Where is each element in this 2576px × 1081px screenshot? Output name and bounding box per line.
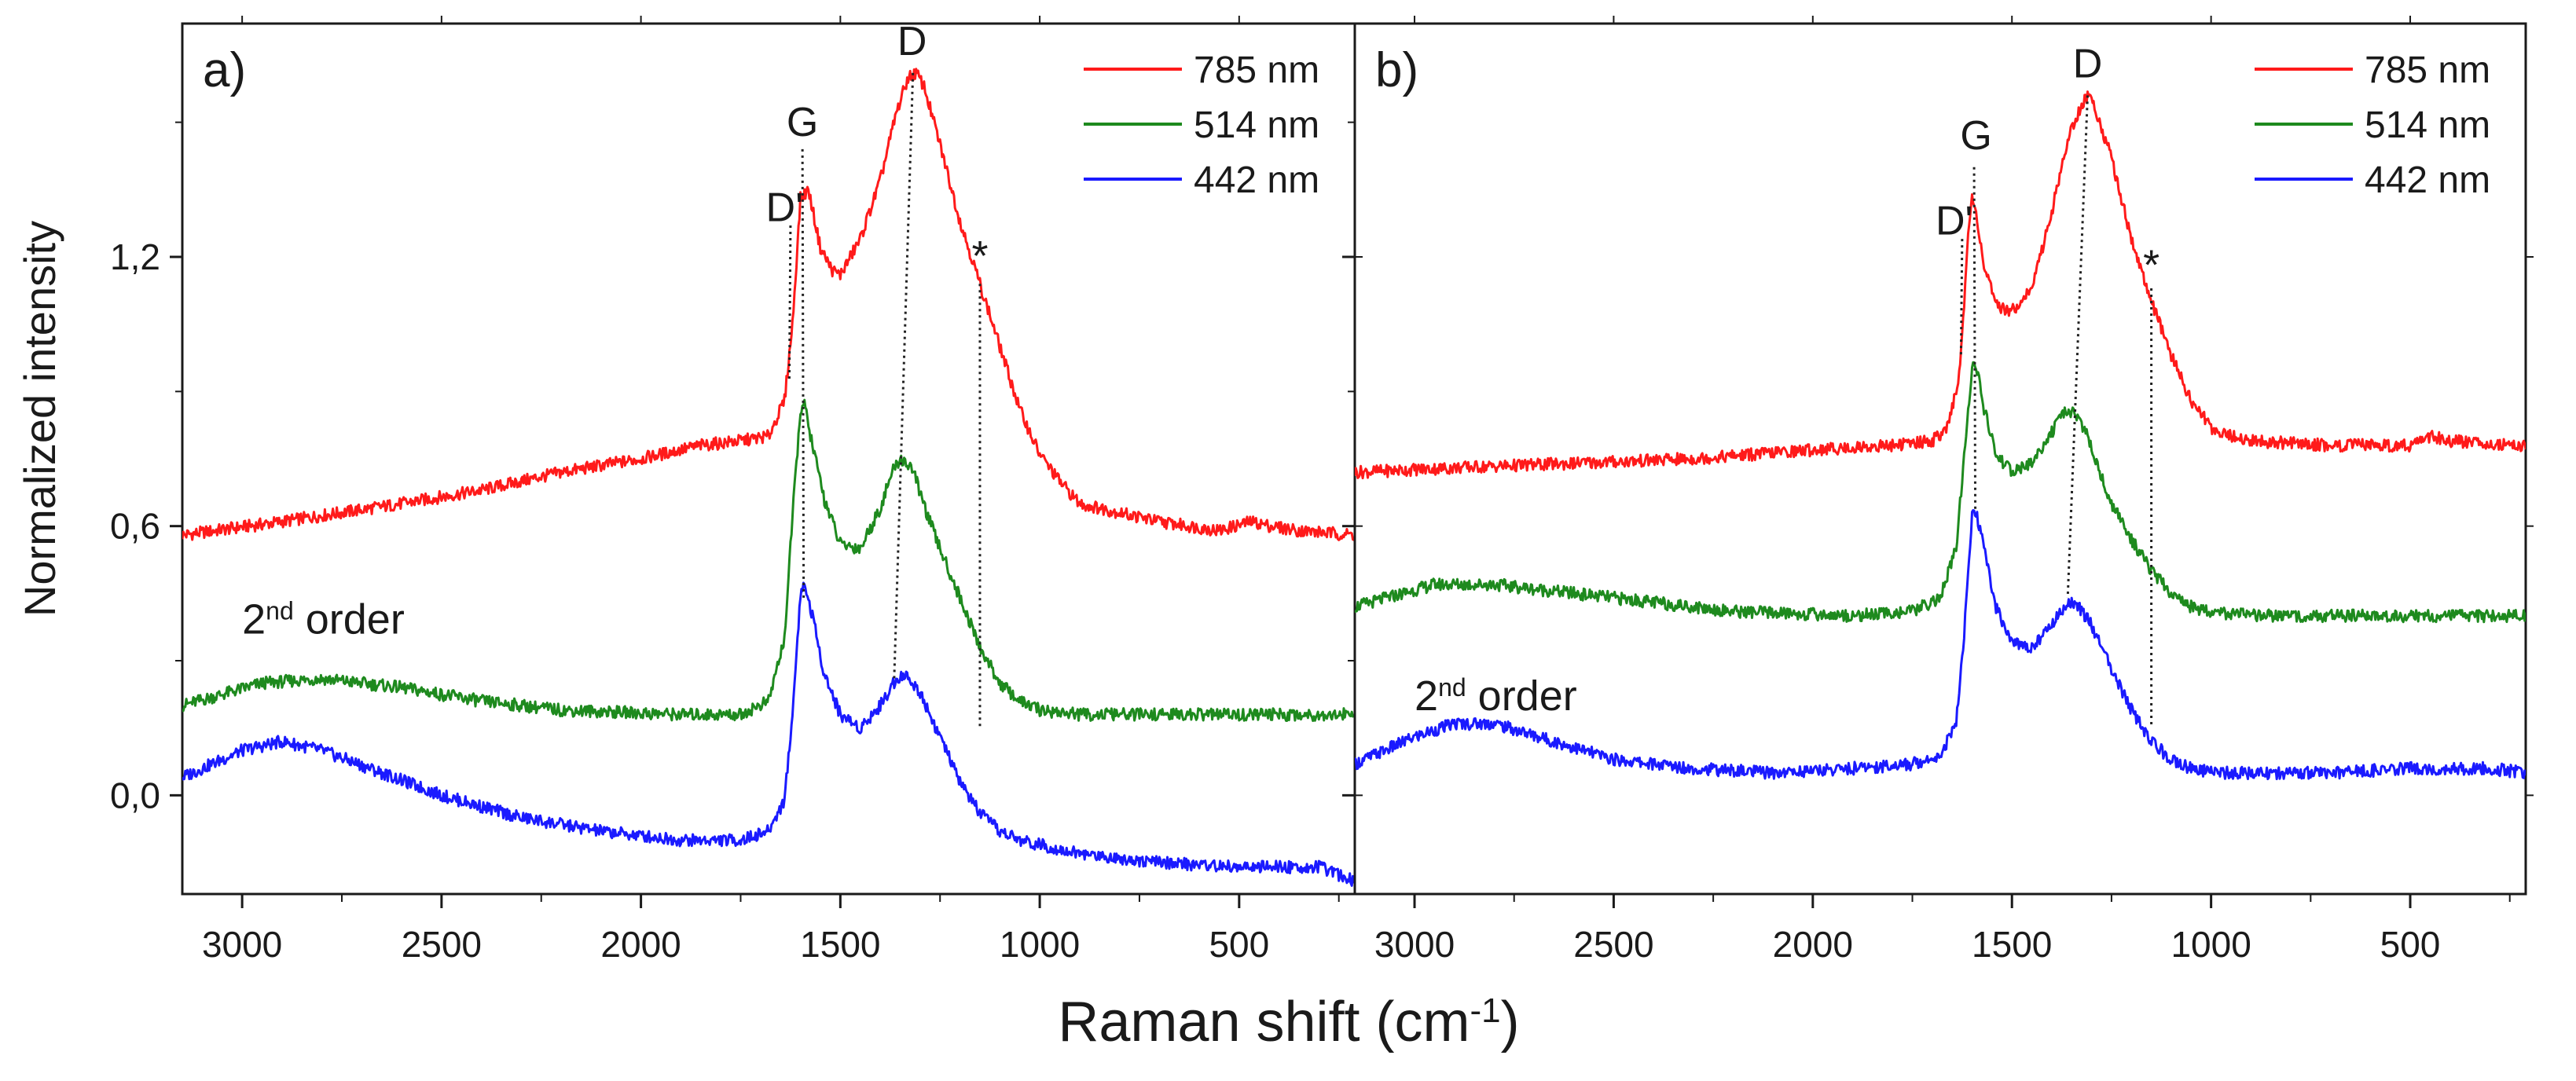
peak-label: D — [897, 19, 927, 64]
y-tick-label: 1,2 — [110, 236, 160, 277]
legend-label: 514 nm — [1194, 104, 1319, 146]
x-axis-label-close: ) — [1501, 991, 1520, 1054]
y-axis-label: Normalized intensity — [15, 221, 64, 617]
legend-label: 785 nm — [2365, 49, 2490, 91]
x-tick-label: 1000 — [1000, 924, 1080, 965]
x-tick-label: 1000 — [2171, 924, 2251, 965]
order-number: 2 — [1415, 672, 1438, 720]
series-line-442-nm — [182, 581, 1355, 887]
peak-guide-line — [787, 225, 792, 383]
peak-label: G — [787, 100, 818, 145]
x-tick-label: 500 — [2380, 924, 2441, 965]
x-tick-label: 3000 — [202, 924, 282, 965]
peak-guide-line — [893, 72, 915, 679]
plot-frame — [1353, 22, 2527, 896]
peak-label: G — [1960, 113, 1991, 159]
peak-label: D — [2073, 42, 2103, 87]
panel-label: b) — [1375, 43, 1418, 97]
x-tick-label: 2000 — [1773, 924, 1853, 965]
order-superscript: nd — [1438, 673, 1466, 702]
legend-label: 785 nm — [1194, 49, 1319, 91]
y-tick-label: 0,6 — [110, 506, 160, 547]
peak-label: * — [2143, 242, 2160, 289]
peak-label: * — [971, 233, 988, 280]
x-axis-label-exponent: -1 — [1470, 991, 1501, 1030]
x-tick-label: 2500 — [1573, 924, 1653, 965]
series-line-442-nm — [1355, 509, 2526, 781]
series-line-785-nm — [1355, 90, 2526, 480]
x-axis-label-main: Raman shift (cm — [1058, 991, 1470, 1054]
series-line-514-nm — [1355, 361, 2526, 624]
series-line-514-nm — [182, 398, 1355, 722]
x-tick-label: 2500 — [402, 924, 482, 965]
second-order-label: 2nd order — [242, 596, 405, 643]
order-word: order — [294, 596, 405, 643]
peak-guide-line — [1972, 167, 1977, 513]
panel-label: a) — [203, 43, 246, 97]
series-line-785-nm — [182, 68, 1355, 541]
chart-panel-b: 3000 2500 2000 1500 1000 500 D' G D * b) 2nd order 7… — [1342, 16, 2534, 965]
x-tick-label: 2000 — [600, 924, 681, 965]
order-word: order — [1466, 672, 1577, 720]
order-number: 2 — [242, 596, 266, 643]
peak-guide-line — [1959, 239, 1964, 356]
x-tick-label: 3000 — [1374, 924, 1455, 965]
legend-label: 442 nm — [2365, 159, 2490, 201]
x-tick-label: 1500 — [1972, 924, 2052, 965]
legend-label: 442 nm — [1194, 159, 1319, 201]
second-order-label: 2nd order — [1415, 672, 1577, 720]
peak-label: D' — [1936, 198, 1972, 244]
x-tick-label: 500 — [1209, 924, 1269, 965]
x-axis-label: Raman shift (cm-1) — [1058, 991, 1519, 1054]
x-tick-label: 1500 — [800, 924, 880, 965]
order-superscript: nd — [266, 597, 294, 625]
y-tick-label: 0,0 — [110, 775, 160, 815]
legend-label: 514 nm — [2365, 104, 2490, 146]
peak-guide-line — [2066, 95, 2090, 599]
chart-panel-a: 3000 2500 2000 1500 1000 500 0,0 0,6 1,2 D' G D * a) 2… — [110, 16, 1363, 965]
peak-label: D' — [766, 185, 803, 230]
